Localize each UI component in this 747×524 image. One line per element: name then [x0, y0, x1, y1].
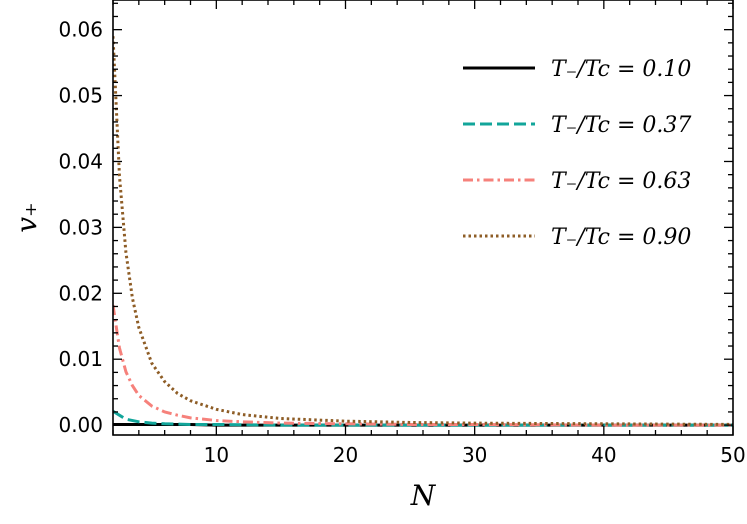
ticks-layer: [112, 0, 734, 435]
x-axis-label: N: [410, 479, 437, 512]
x-tick-label: 50: [720, 443, 745, 467]
legend-label-4: T₋/Tc = 0.90: [551, 225, 691, 250]
y-tick-label: 0.06: [58, 18, 103, 42]
y-tick-label: 0.05: [58, 84, 103, 108]
y-tick-label: 0.02: [58, 281, 103, 305]
legend-label-1: T₋/Tc = 0.10: [551, 57, 691, 82]
y-axis-label: v₊: [10, 202, 43, 233]
x-tick-label: 10: [204, 443, 229, 467]
series-line-3: [113, 304, 733, 427]
legend-label-3: T₋/Tc = 0.63: [551, 169, 691, 194]
y-tick-label: 0.00: [58, 413, 103, 437]
x-tick-label: 30: [462, 443, 487, 467]
labels-layer: 10 20 30 40 50 0.00 0.01 0.02 0.03 0.04 0.05 0.06 Nv…: [10, 18, 746, 512]
series-line-4: [113, 36, 733, 426]
x-tick-label: 20: [333, 443, 358, 467]
y-tick-label: 0.03: [58, 215, 103, 239]
legend-label-2: T₋/Tc = 0.37: [551, 113, 691, 138]
y-tick-label: 0.04: [58, 149, 103, 173]
plot-frame: [112, 0, 734, 436]
legend: T₋/Tc = 0.10 T₋/Tc = 0.37 T₋/Tc = 0.63 T₋/T…: [463, 57, 691, 250]
series-layer: [113, 36, 733, 427]
x-tick-label: 40: [591, 443, 616, 467]
y-tick-label: 0.01: [58, 347, 103, 371]
